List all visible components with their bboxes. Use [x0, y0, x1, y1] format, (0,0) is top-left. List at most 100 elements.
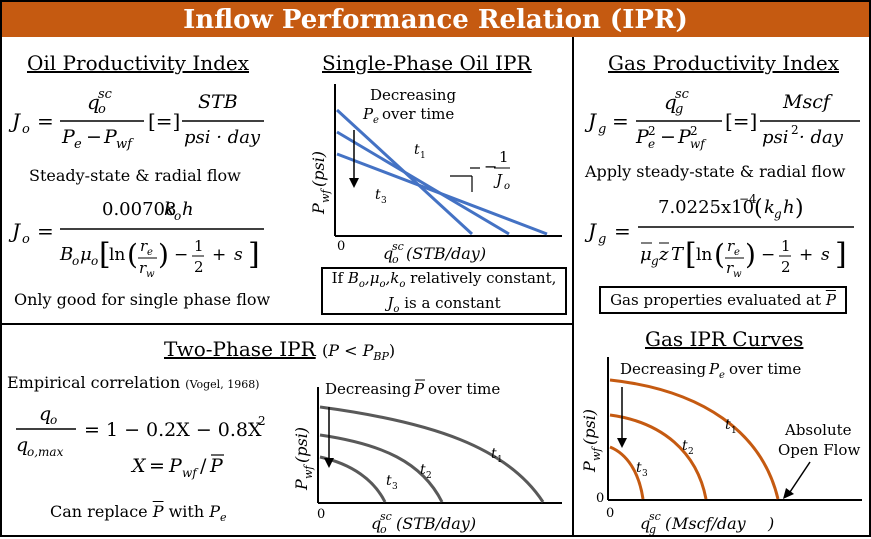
svg-text:3: 3	[381, 196, 387, 206]
svg-text:ln: ln	[696, 245, 712, 265]
gas-ipr-heading: Gas IPR Curves	[645, 327, 804, 351]
svg-text:3: 3	[392, 482, 398, 492]
svg-text:P: P	[309, 203, 328, 215]
svg-text:P: P	[580, 461, 599, 473]
svg-text:sc: sc	[649, 510, 661, 523]
svg-text:o: o	[504, 181, 510, 192]
svg-text:o,max: o,max	[27, 445, 64, 459]
two-phase-curve-t2	[319, 433, 444, 503]
svg-text:wf: wf	[690, 137, 707, 151]
svg-text:(: (	[714, 238, 725, 271]
svg-text:P: P	[209, 455, 224, 477]
svg-text:g: g	[774, 207, 782, 221]
svg-text:q: q	[16, 434, 28, 456]
single-phase-annotation-1: Decreasing	[370, 86, 456, 104]
svg-text:[: [	[99, 237, 111, 272]
svg-text:q: q	[640, 514, 650, 533]
svg-text:P: P	[635, 126, 650, 148]
svg-text:r: r	[139, 259, 147, 277]
svg-text:3: 3	[642, 469, 648, 479]
gas-units-den-2: · day	[799, 127, 844, 148]
svg-text:h: h	[182, 199, 194, 220]
svg-text:o: o	[174, 209, 181, 223]
svg-text:q: q	[371, 514, 381, 533]
svg-text:P: P	[708, 360, 720, 378]
svg-text:wf: wf	[182, 466, 199, 480]
gas-properties-box: Gas properties evaluated at P	[599, 286, 847, 314]
svg-text:o: o	[50, 413, 57, 427]
svg-text:2: 2	[690, 124, 698, 138]
gas-pi-heading: Gas Productivity Index	[608, 51, 839, 75]
replace-note: Can replace P with Pe	[50, 502, 227, 525]
svg-text:1: 1	[497, 455, 503, 465]
svg-text:sc: sc	[392, 240, 404, 253]
svg-text:wf: wf	[319, 188, 332, 203]
svg-text:t: t	[725, 417, 731, 433]
horizontal-divider	[2, 323, 572, 325]
svg-text:k: k	[164, 199, 175, 220]
two-phase-curve-t1	[319, 405, 545, 503]
svg-text:): )	[745, 238, 756, 271]
svg-text:q: q	[664, 90, 677, 114]
oil-units-num: STB	[198, 91, 238, 113]
gas-ipr-xunit: Mscf/day	[671, 514, 747, 533]
box-if: If	[331, 269, 344, 287]
two-phase-heading: Two-Phase IPR	[164, 337, 316, 361]
svg-text:[=]: [=]	[148, 109, 180, 133]
svg-text:e: e	[147, 247, 153, 258]
svg-text:g: g	[598, 122, 606, 137]
svg-text:t: t	[682, 438, 688, 454]
svg-text:e: e	[74, 137, 82, 152]
svg-text:J: J	[8, 219, 21, 243]
svg-text:ln: ln	[109, 245, 125, 265]
svg-text:2: 2	[258, 414, 266, 428]
svg-text:2: 2	[648, 124, 656, 138]
svg-text:=: =	[37, 109, 54, 133]
oil-single-phase-note: Only good for single phase flow	[14, 290, 271, 309]
svg-text:−: −	[761, 245, 775, 265]
svg-text:): )	[795, 196, 804, 221]
svg-text:J: J	[584, 219, 597, 243]
svg-text:g: g	[675, 102, 683, 117]
svg-text:(STB/day): (STB/day)	[406, 244, 486, 263]
svg-text:(: (	[665, 514, 672, 533]
two-phase-annotation-2: over time	[428, 380, 500, 398]
svg-text:sc: sc	[675, 87, 690, 102]
svg-text:o: o	[22, 232, 30, 247]
svg-text:]: ]	[835, 237, 847, 272]
svg-text:1: 1	[781, 237, 791, 255]
svg-text:2: 2	[781, 258, 791, 276]
svg-text:=: =	[149, 455, 165, 477]
svg-text:o: o	[380, 523, 387, 536]
single-phase-condition-box: If Bo,μo,ko relatively constant, Jo is a…	[321, 267, 567, 315]
svg-text:t: t	[386, 473, 392, 489]
svg-text:1: 1	[420, 151, 426, 161]
gas-ipr-origin: 0	[606, 506, 614, 521]
oil-pi-heading: Oil Productivity Index	[27, 51, 250, 75]
svg-text:g: g	[598, 232, 606, 247]
svg-text:e: e	[648, 137, 655, 151]
svg-text:k: k	[764, 197, 775, 218]
svg-text:g: g	[651, 254, 659, 268]
svg-text:−: −	[484, 157, 497, 176]
svg-text:2: 2	[426, 471, 432, 481]
two-phase-annotation: Decreasing	[325, 380, 411, 398]
svg-text:e: e	[734, 247, 740, 258]
svg-text:−: −	[86, 126, 102, 148]
svg-text:=: =	[614, 219, 631, 243]
svg-text:J: J	[8, 109, 21, 133]
svg-text:(psi): (psi)	[292, 427, 311, 463]
svg-text:h: h	[783, 197, 795, 218]
gas-steady-state-label: Apply steady-state & radial flow	[585, 162, 846, 181]
svg-text:s: s	[234, 245, 243, 265]
svg-text:P: P	[61, 126, 76, 148]
gas-units-den: psi	[762, 127, 789, 148]
gas-ipr-annotation-2: over time	[729, 360, 801, 378]
oil-pi-equation: J o = q sc o P e − P wf [=] STB psi · da…	[8, 87, 264, 280]
single-phase-line-t3	[336, 152, 548, 236]
svg-text:J: J	[584, 109, 597, 133]
svg-text:[: [	[685, 237, 697, 272]
vogel-equation: q o q o,max = 1 − 0.2X − 0.8X 2 X = P wf…	[16, 403, 266, 480]
svg-text:P: P	[168, 455, 183, 477]
